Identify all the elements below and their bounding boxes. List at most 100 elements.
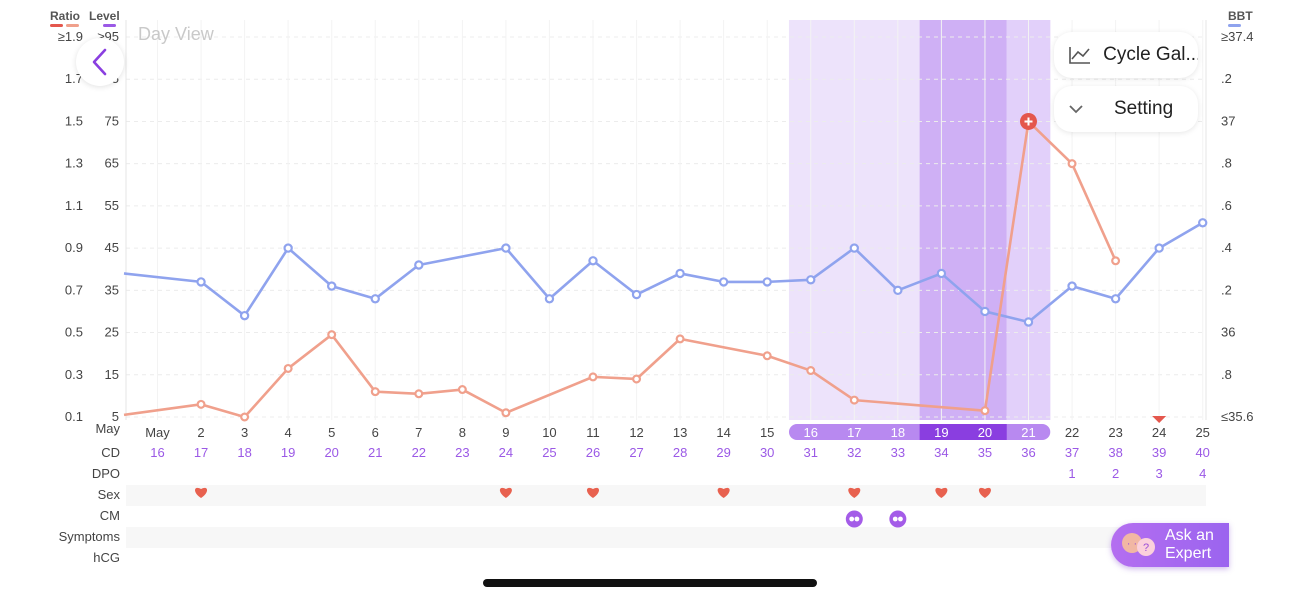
heart-icon xyxy=(717,487,730,498)
cd-value: 17 xyxy=(194,445,208,460)
svg-text:· ·: · · xyxy=(1127,538,1137,550)
bbt-point xyxy=(631,289,642,300)
cd-value: 21 xyxy=(368,445,382,460)
date-tick-label: 20 xyxy=(978,425,992,440)
lh-point xyxy=(849,395,859,405)
ratio-legend-swatch xyxy=(50,24,63,27)
date-tick-label: 25 xyxy=(1195,425,1209,440)
bbt-point xyxy=(1023,317,1034,327)
fertile-date-pill xyxy=(788,424,1051,440)
cd-value: 30 xyxy=(760,445,774,460)
date-tick-label: 10 xyxy=(542,425,556,440)
date-tick-label: 6 xyxy=(372,425,379,440)
level-tick-label: 35 xyxy=(105,282,119,297)
row-label-cd: CD xyxy=(101,445,120,460)
bbt-tick-label: ≥37.4 xyxy=(1221,29,1253,44)
bbt-point xyxy=(1067,281,1077,291)
ratio-tick-label: 0.3 xyxy=(65,367,83,382)
bbt-point xyxy=(414,260,424,270)
cd-value: 22 xyxy=(412,445,426,460)
fertile-window-bands xyxy=(788,20,1051,420)
date-tick-label: 24 xyxy=(1152,425,1166,440)
bbt-tick-label: .2 xyxy=(1221,282,1232,297)
dpo-value: 2 xyxy=(1112,466,1119,481)
bbt-tick-label: .8 xyxy=(1221,367,1232,382)
peak-band xyxy=(919,20,1007,420)
bbt-point xyxy=(936,268,947,279)
lh-point xyxy=(1067,159,1077,169)
bbt-point xyxy=(501,243,511,253)
cd-value: 39 xyxy=(1152,445,1166,460)
bbt-point xyxy=(849,243,860,253)
cd-value: 33 xyxy=(891,445,905,460)
ovulation-marker-icon xyxy=(1152,416,1167,423)
setting-label: Setting xyxy=(1114,98,1174,119)
home-indicator[interactable] xyxy=(483,579,817,587)
heart-icon xyxy=(195,487,208,498)
cycle-gallery-label: Cycle Gal... xyxy=(1103,44,1198,65)
cd-value: 36 xyxy=(1021,445,1035,460)
ratio-tick-label: 0.7 xyxy=(65,282,83,297)
bbt-tick-label: .8 xyxy=(1221,156,1232,171)
cycle-gallery-button[interactable]: Cycle Gal... xyxy=(1054,32,1198,78)
plus-icon xyxy=(1024,117,1033,126)
cd-value: 37 xyxy=(1065,445,1079,460)
dpo-value: 3 xyxy=(1156,466,1163,481)
bbt-tick-label: .4 xyxy=(1221,240,1232,255)
ratio-tick-label: 1.3 xyxy=(65,156,83,171)
date-tick-label: 18 xyxy=(891,425,905,440)
bbt-legend-label: BBT xyxy=(1228,9,1253,23)
level-tick-label: 75 xyxy=(105,113,119,128)
lh-point xyxy=(806,366,816,376)
date-tick-label: 15 xyxy=(760,425,774,440)
ask-label-line2: Expert xyxy=(1165,545,1212,562)
heart-icon xyxy=(935,487,948,498)
cd-value: 16 xyxy=(150,445,164,460)
heart-icon xyxy=(978,487,991,498)
row-stripes xyxy=(126,485,1206,548)
bbt-point xyxy=(1110,294,1121,304)
date-tick-label: 2 xyxy=(197,425,204,440)
grid-lines xyxy=(125,20,1207,420)
cd-value: 32 xyxy=(847,445,861,460)
cm-dot-left xyxy=(849,516,855,522)
level-tick-label: 5 xyxy=(112,409,119,424)
lh-point xyxy=(980,406,990,416)
lh-point xyxy=(1111,256,1121,266)
bbt-tick-label: ≤35.6 xyxy=(1221,409,1253,424)
axes: ≥1.9≥95≥37.41.785.21.575371.365.81.155.6… xyxy=(58,29,1254,424)
date-tick-label: May xyxy=(145,425,170,440)
bbt-point xyxy=(544,294,555,304)
setting-button[interactable]: Setting xyxy=(1054,86,1198,132)
back-button[interactable] xyxy=(76,38,124,86)
cd-value: 40 xyxy=(1195,445,1209,460)
bbt-point xyxy=(1197,218,1208,228)
bbt-point xyxy=(893,285,903,296)
row-label-symptoms: Symptoms xyxy=(59,529,121,544)
row-label-month: May xyxy=(95,421,120,436)
date-tick-label: 4 xyxy=(285,425,292,440)
cd-value: 19 xyxy=(281,445,295,460)
date-tick-label: 14 xyxy=(716,425,730,440)
bbt-point xyxy=(718,277,729,287)
bbt-point xyxy=(762,277,772,287)
bbt-tick-label: 36 xyxy=(1221,325,1235,340)
level-legend-label: Level xyxy=(89,9,120,23)
ask-expert-button[interactable]: · · ? Ask an Expert xyxy=(1111,523,1229,567)
date-tick-label: 3 xyxy=(241,425,248,440)
cd-value: 24 xyxy=(499,445,513,460)
bbt-tick-label: 37 xyxy=(1221,113,1235,128)
cd-value: 38 xyxy=(1108,445,1122,460)
cm-dot-right xyxy=(898,516,903,522)
bbt-point xyxy=(675,268,685,279)
ratio-tick-label: 1.7 xyxy=(65,71,83,86)
cd-value: 18 xyxy=(237,445,251,460)
ratio-tick-label: 0.1 xyxy=(65,409,83,424)
series xyxy=(123,112,1208,423)
row-label-dpo: DPO xyxy=(92,466,120,481)
cd-value: 34 xyxy=(934,445,948,460)
lh-point xyxy=(632,374,642,384)
level-tick-label: 45 xyxy=(105,240,119,255)
cm-dot-right xyxy=(854,516,860,522)
